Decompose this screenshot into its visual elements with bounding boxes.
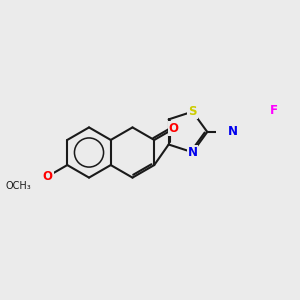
Text: N: N xyxy=(227,125,237,138)
Text: O: O xyxy=(29,185,31,186)
Text: F: F xyxy=(270,104,278,117)
Text: O: O xyxy=(169,122,179,135)
Text: S: S xyxy=(188,105,197,118)
Text: O: O xyxy=(43,170,53,183)
Text: N: N xyxy=(188,146,197,159)
Text: OCH₃: OCH₃ xyxy=(6,181,31,191)
